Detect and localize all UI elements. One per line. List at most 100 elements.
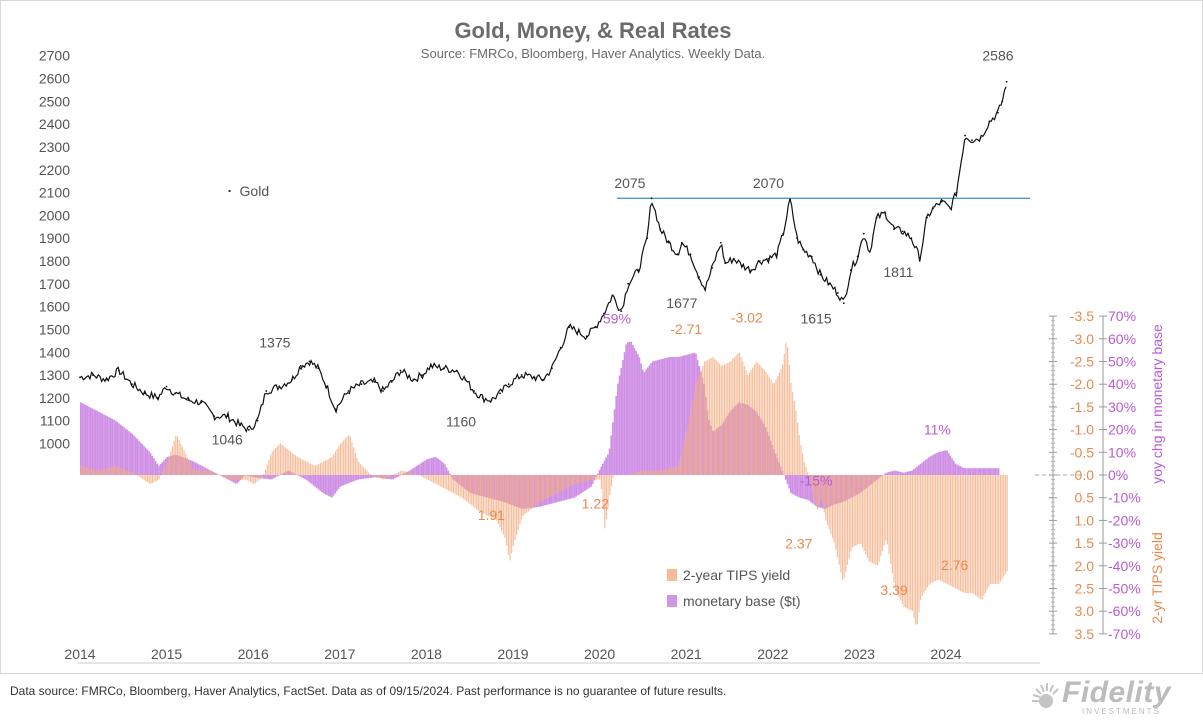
tips-yield-bar (670, 467, 672, 475)
x-tick-label: 2023 (844, 646, 875, 662)
tips-yield-bar (294, 455, 297, 475)
tips-yield-bar (514, 475, 516, 541)
tips-yield-bar (354, 452, 356, 475)
tips-yield-bar (687, 425, 689, 475)
monetary-base-bar (977, 468, 980, 475)
data-annotation: 2075 (614, 175, 645, 191)
tips-yield-bar (273, 449, 275, 475)
tips-yield-bar (936, 475, 938, 580)
gold-point (105, 378, 107, 381)
gold-point (200, 401, 203, 404)
tips-yield-bar (1003, 475, 1005, 577)
y-left-tick-label: 1600 (39, 299, 70, 315)
monetary-base-bar (921, 462, 923, 475)
tips-yield-bar (201, 470, 203, 475)
tips-yield-bar (205, 470, 207, 475)
monetary-base-bar (299, 475, 302, 477)
tips-axis-tick-label: -2.0 (1070, 376, 1094, 392)
tips-yield-bar (140, 475, 142, 478)
tips-yield-bar (198, 470, 200, 475)
tips-yield-bar (131, 472, 134, 475)
monetary-base-bar (939, 451, 942, 475)
tips-yield-bar (364, 468, 366, 475)
tips-yield-bar (504, 475, 506, 538)
tips-yield-bar (281, 444, 283, 475)
tips-yield-bar (333, 454, 335, 475)
monetary-base-bar (434, 457, 436, 475)
monetary-base-bar (602, 463, 604, 475)
monetary-base-bar (447, 470, 450, 475)
tips-yield-bar (153, 475, 155, 483)
gold-point (79, 376, 81, 379)
x-tick-label: 2016 (238, 646, 269, 662)
tips-yield-bar (171, 446, 174, 475)
tips-axis-tick-label: -0.5 (1070, 444, 1094, 460)
monetary-base-bar (360, 475, 363, 480)
monetary-base-bar (89, 407, 92, 475)
tips-yield-bar (592, 475, 594, 480)
tips-yield-bar (368, 472, 370, 475)
monetary-base-bar (628, 341, 631, 475)
tips-yield-bar (800, 444, 802, 475)
tips-axis-tick-label: -2.5 (1070, 354, 1094, 370)
gold-point (157, 396, 159, 399)
monetary-base-bar (399, 475, 401, 476)
tips-yield-bar (652, 470, 654, 475)
tips-yield-bar (846, 475, 849, 565)
monetary-base-bar (888, 472, 890, 475)
x-tick-label: 2020 (584, 646, 615, 662)
monetary-base-bar (138, 440, 140, 475)
monetary-base-bar (916, 466, 918, 475)
y-left-tick-label: 2500 (39, 93, 70, 109)
tips-yield-bar (436, 475, 438, 485)
tips-yield-bar (873, 475, 875, 564)
data-annotation: -15% (800, 473, 833, 489)
tips-yield-bar (956, 475, 958, 590)
tips-yield-bar (540, 475, 543, 502)
tips-yield-bar (346, 436, 348, 475)
monetary-base-bar (974, 468, 977, 475)
y-left-tick-label: 1400 (39, 344, 70, 360)
monetary-base-bar (962, 467, 965, 475)
money-axis-tick-label: -70% (1108, 626, 1141, 642)
monetary-base-bar (806, 475, 809, 500)
monetary-base-bar (84, 404, 87, 475)
monetary-base-bar (992, 468, 995, 475)
tips-yield-bar (419, 475, 421, 476)
tips-yield-bar (195, 470, 197, 475)
tips-yield-bar (150, 475, 152, 484)
gold-point (964, 134, 966, 137)
tips-yield-bar (708, 358, 711, 475)
monetary-base-bar (449, 473, 451, 475)
tips-yield-bar (810, 475, 812, 486)
monetary-base-bar (896, 471, 898, 475)
tips-yield-bar (507, 475, 509, 555)
tips-yield-bar (288, 450, 290, 475)
tips-yield-bar (437, 475, 440, 486)
monetary-base-bar (956, 464, 958, 475)
monetary-base-bar (131, 433, 134, 475)
tips-yield-bar (113, 466, 115, 475)
tips-yield-bar (203, 470, 205, 475)
tips-yield-bar (923, 475, 925, 593)
tips-yield-bar (815, 475, 817, 507)
gold-point (724, 262, 727, 265)
tips-yield-bar (261, 475, 263, 478)
tips-yield-bar (373, 475, 375, 476)
monetary-base-bar (929, 456, 932, 475)
tips-yield-bar (697, 378, 699, 475)
monetary-base-bar (163, 460, 165, 475)
monetary-base-bar (645, 369, 647, 475)
tips-yield-bar (673, 466, 676, 475)
tips-yield-bar (479, 475, 481, 512)
monetary-base-bar (432, 457, 435, 475)
monetary-base-bar (106, 416, 109, 475)
tips-yield-bar (703, 361, 706, 475)
monetary-base-bar (600, 466, 603, 475)
monetary-base-bar (658, 359, 661, 475)
monetary-base-bar (605, 457, 608, 475)
tips-yield-bar (100, 469, 102, 475)
monetary-base-bar (304, 475, 307, 480)
monetary-base-bar (439, 460, 441, 475)
monetary-base-bar (302, 475, 305, 479)
